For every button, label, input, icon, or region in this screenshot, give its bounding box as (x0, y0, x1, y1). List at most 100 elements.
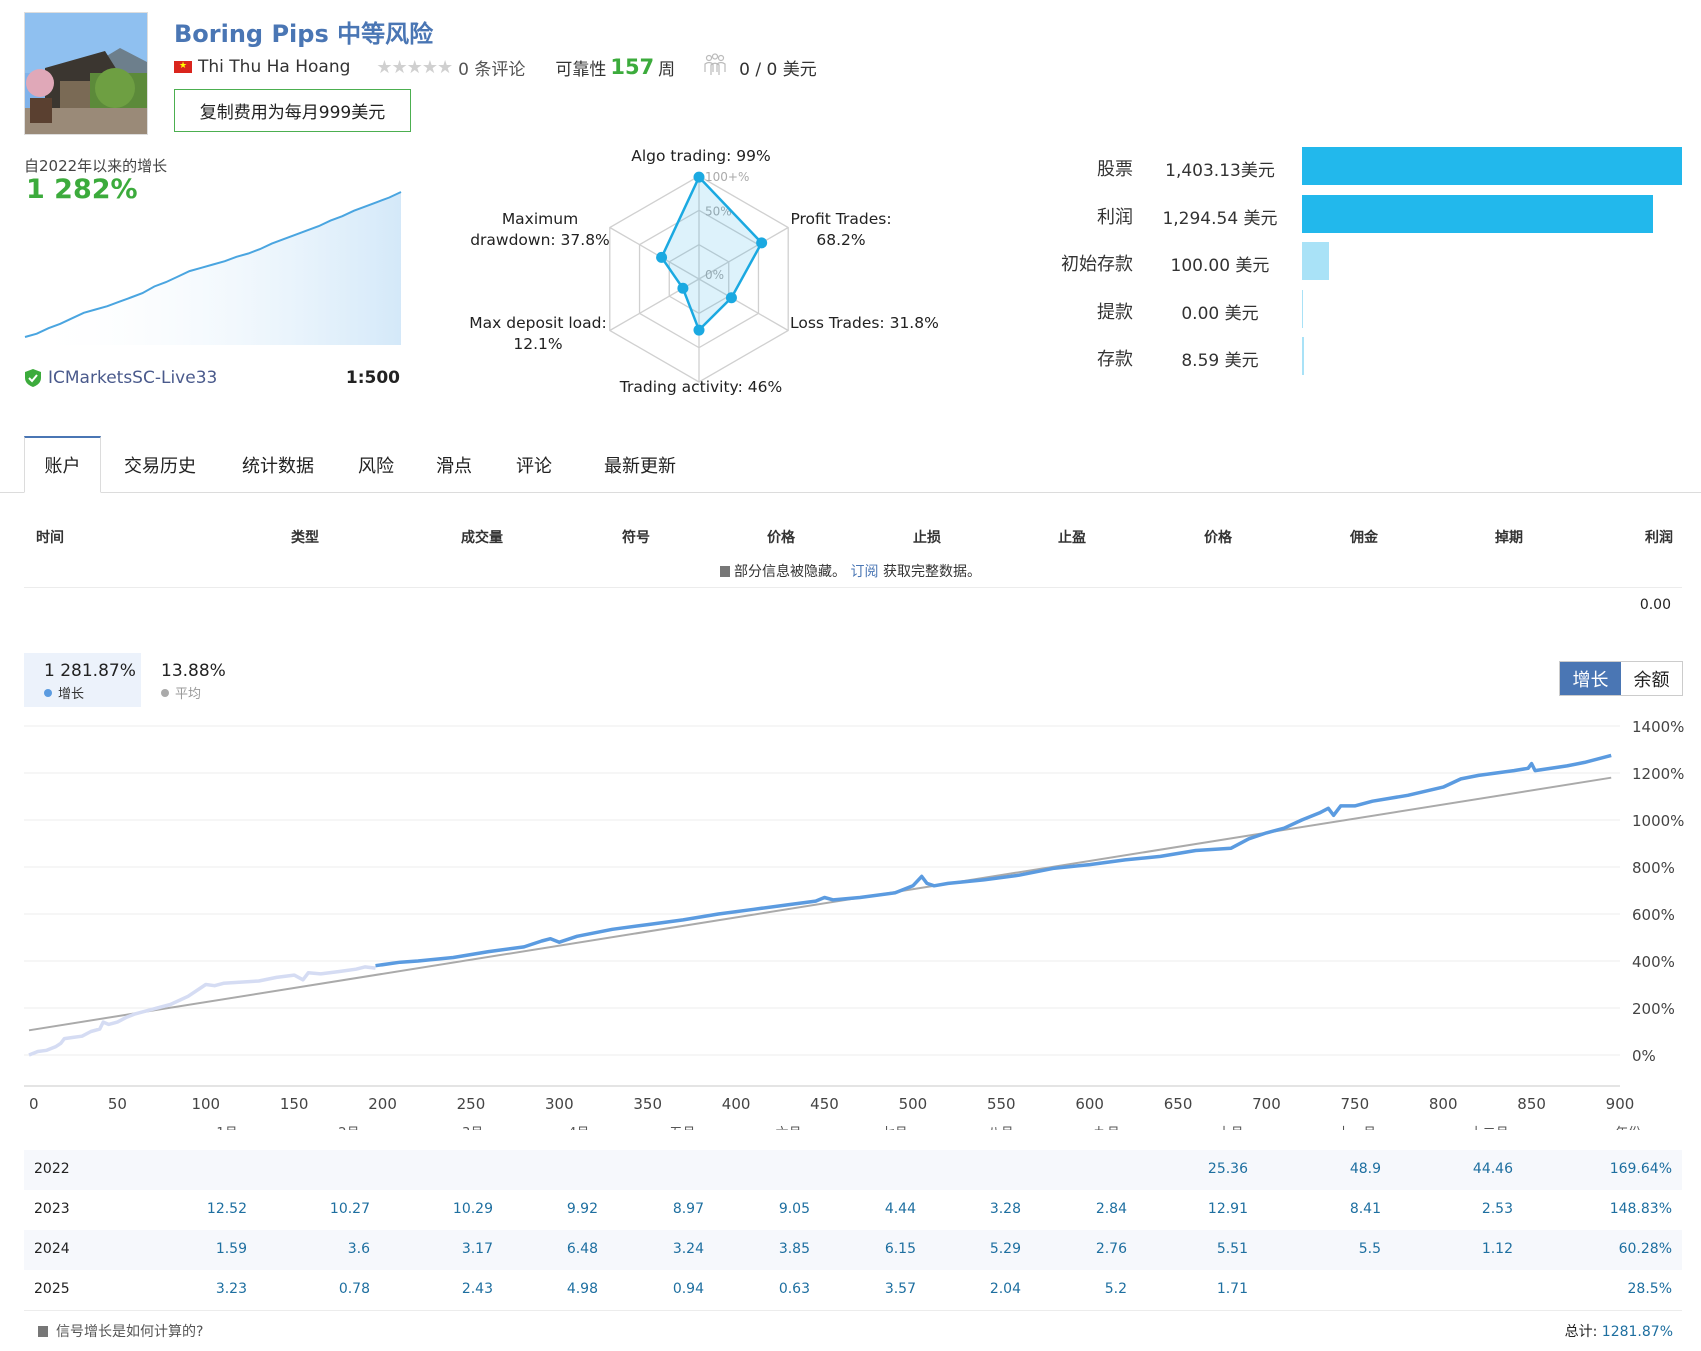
month-return-cell[interactable]: 1.59 (215, 1241, 247, 1257)
year-total-cell[interactable]: 60.28% (1618, 1241, 1672, 1257)
column-header[interactable]: 止损 (913, 530, 941, 546)
growth-sparkline (24, 191, 402, 345)
month-return-cell[interactable]: 10.27 (329, 1201, 370, 1217)
month-return-cell[interactable]: 12.52 (206, 1201, 247, 1217)
tab-5[interactable]: 评论 (516, 455, 552, 477)
row-year: 2022 (34, 1161, 70, 1177)
column-header[interactable]: 佣金 (1350, 530, 1378, 546)
month-return-cell[interactable]: 2.84 (1095, 1201, 1127, 1217)
month-return-cell[interactable]: 0.63 (778, 1281, 810, 1297)
column-header[interactable]: 类型 (291, 530, 319, 546)
radar-point[interactable] (756, 237, 768, 249)
row-year: 2024 (34, 1241, 70, 1257)
month-return-cell[interactable]: 3.23 (215, 1281, 247, 1297)
growth-value: 1 282% (26, 174, 138, 205)
radar-point[interactable] (693, 324, 705, 336)
month-return-cell[interactable]: 5.5 (1358, 1241, 1381, 1257)
radar-axis-value: 68.2% (816, 231, 865, 249)
chart-series (28, 753, 1612, 1057)
subscribe-link[interactable]: 订阅 (850, 564, 879, 580)
radar-point[interactable] (656, 251, 668, 263)
info-icon (38, 1325, 48, 1337)
balance-toggle-button[interactable]: 余额 (1621, 662, 1682, 695)
average-dot-icon (161, 688, 169, 697)
column-header[interactable]: 价格 (767, 530, 795, 546)
month-return-cell[interactable]: 0.94 (672, 1281, 704, 1297)
column-header[interactable]: 价格 (1204, 530, 1232, 546)
column-header[interactable]: 止盈 (1058, 530, 1086, 546)
legend-average-value: 13.88% (161, 661, 226, 681)
month-return-cell[interactable]: 6.48 (566, 1241, 598, 1257)
growth-calc-help-link[interactable]: 信号增长是如何计算的? (38, 1321, 203, 1341)
month-return-cell[interactable]: 2.76 (1095, 1241, 1127, 1257)
monthly-row: 2022 25.36 48.9 44.46 169.64% (24, 1150, 1682, 1190)
x-tick-label: 550 (987, 1095, 1016, 1113)
month-return-cell[interactable]: 2.43 (461, 1281, 493, 1297)
column-header[interactable]: 成交量 (461, 530, 503, 546)
legend-average[interactable]: 13.88% 平均 (161, 653, 261, 707)
month-label: 3月 (462, 1126, 483, 1130)
tab-1[interactable]: 交易历史 (124, 455, 196, 477)
month-label: 五月 (669, 1126, 695, 1130)
month-return-cell[interactable]: 25.36 (1207, 1161, 1248, 1177)
month-return-cell[interactable]: 3.57 (884, 1281, 916, 1297)
month-return-cell[interactable]: 48.9 (1349, 1161, 1381, 1177)
tab-3[interactable]: 风险 (358, 455, 394, 477)
rating-stars-icon[interactable]: ★★★★★ (376, 56, 453, 78)
column-header[interactable]: 掉期 (1495, 530, 1523, 546)
server-name[interactable]: ICMarketsSC-Live33 (48, 368, 218, 388)
avatar[interactable] (24, 12, 148, 135)
month-return-cell[interactable]: 3.6 (347, 1241, 370, 1257)
radar-axis-label: Maximum (502, 210, 578, 228)
month-return-cell[interactable]: 0.78 (338, 1281, 370, 1297)
y-tick-label: 1000% (1632, 812, 1684, 830)
month-return-cell[interactable]: 2.53 (1481, 1201, 1513, 1217)
month-return-cell[interactable]: 12.91 (1207, 1201, 1248, 1217)
column-header[interactable]: 利润 (1645, 530, 1673, 546)
chart-gridlines (24, 725, 1620, 1087)
month-return-cell[interactable]: 2.04 (989, 1281, 1021, 1297)
month-return-cell[interactable]: 10.29 (452, 1201, 493, 1217)
month-return-cell[interactable]: 1.71 (1216, 1281, 1248, 1297)
radar-point[interactable] (725, 292, 737, 304)
month-return-cell[interactable]: 3.24 (672, 1241, 704, 1257)
month-return-cell[interactable]: 3.28 (989, 1201, 1021, 1217)
month-return-cell[interactable]: 4.98 (566, 1281, 598, 1297)
radar-axis-label: Loss Trades: 31.8% (790, 314, 939, 332)
tab-6[interactable]: 最新更新 (604, 455, 676, 477)
month-return-cell[interactable]: 4.44 (884, 1201, 916, 1217)
month-return-cell[interactable]: 44.46 (1472, 1161, 1513, 1177)
month-return-cell[interactable]: 3.85 (778, 1241, 810, 1257)
year-total-cell[interactable]: 148.83% (1609, 1201, 1672, 1217)
month-return-cell[interactable]: 5.2 (1104, 1281, 1127, 1297)
month-return-cell[interactable]: 6.15 (884, 1241, 916, 1257)
year-total-cell[interactable]: 169.64% (1609, 1161, 1672, 1177)
author-name[interactable]: Thi Thu Ha Hoang (198, 57, 351, 77)
broker-server[interactable]: ICMarketsSC-Live33 (24, 368, 217, 388)
month-return-cell[interactable]: 5.51 (1216, 1241, 1248, 1257)
month-return-cell[interactable]: 8.97 (672, 1201, 704, 1217)
y-tick-label: 0% (1632, 1047, 1656, 1065)
summary-bar (1302, 147, 1682, 185)
growth-toggle-button[interactable]: 增长 (1560, 662, 1621, 695)
legend-growth[interactable]: 1 281.87% 增长 (24, 653, 141, 707)
column-header[interactable]: 时间 (36, 530, 64, 546)
month-return-cell[interactable]: 9.05 (778, 1201, 810, 1217)
month-return-cell[interactable]: 5.29 (989, 1241, 1021, 1257)
radar-point[interactable] (693, 171, 705, 183)
year-total-cell[interactable]: 28.5% (1627, 1281, 1672, 1297)
month-return-cell[interactable]: 3.17 (461, 1241, 493, 1257)
tab-2[interactable]: 统计数据 (242, 455, 314, 477)
month-label: 十月 (1217, 1126, 1243, 1130)
copy-subscribe-button[interactable]: 复制费用为每月999美元 (174, 89, 411, 132)
tab-4[interactable]: 滑点 (436, 455, 472, 477)
radar-point[interactable] (677, 282, 689, 294)
radar-chart: 100+% 50% 0% Algo trading: 99% Profit Trade… (469, 147, 939, 396)
tab-0[interactable]: 账户 (24, 436, 101, 493)
month-return-cell[interactable]: 9.92 (566, 1201, 598, 1217)
month-return-cell[interactable]: 1.12 (1481, 1241, 1513, 1257)
column-header[interactable]: 符号 (622, 530, 650, 546)
reviews-count[interactable]: 0 条评论 (458, 59, 526, 80)
month-return-cell[interactable]: 8.41 (1349, 1201, 1381, 1217)
growth-calc-help-text[interactable]: 信号增长是如何计算的? (56, 1324, 204, 1340)
